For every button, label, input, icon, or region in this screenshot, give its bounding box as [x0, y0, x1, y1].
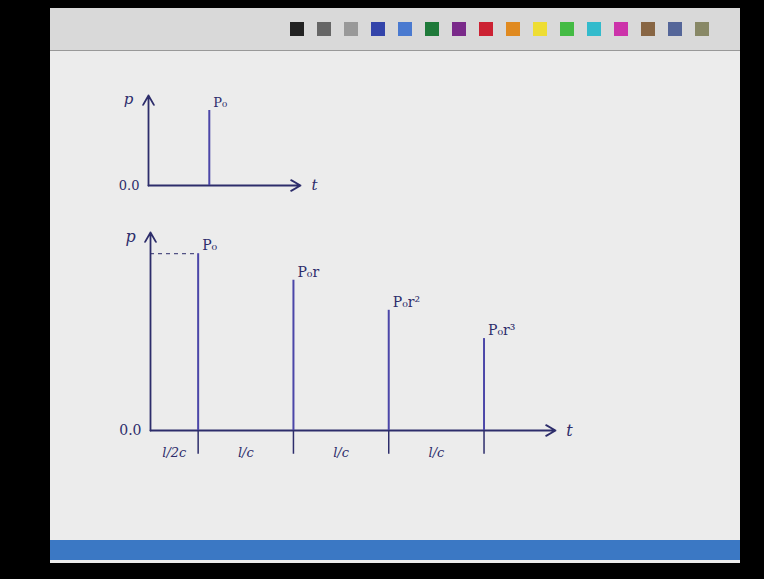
svg-text:p: p	[124, 90, 134, 108]
svg-text:l/c: l/c	[428, 445, 445, 460]
svg-text:l/c: l/c	[333, 445, 350, 460]
svg-text:P₀: P₀	[202, 237, 217, 253]
svg-text:0.0: 0.0	[119, 422, 141, 438]
svg-text:l/c: l/c	[238, 445, 255, 460]
svg-text:t: t	[566, 421, 573, 440]
svg-text:P₀r²: P₀r²	[393, 294, 420, 310]
svg-text:l/2c: l/2c	[162, 445, 187, 460]
svg-text:t: t	[311, 176, 318, 194]
svg-text:P₀r³: P₀r³	[488, 322, 515, 338]
svg-text:P₀r: P₀r	[297, 264, 319, 280]
svg-text:p: p	[125, 227, 135, 246]
svg-text:P₀: P₀	[213, 95, 227, 110]
svg-text:0.0: 0.0	[119, 178, 140, 193]
